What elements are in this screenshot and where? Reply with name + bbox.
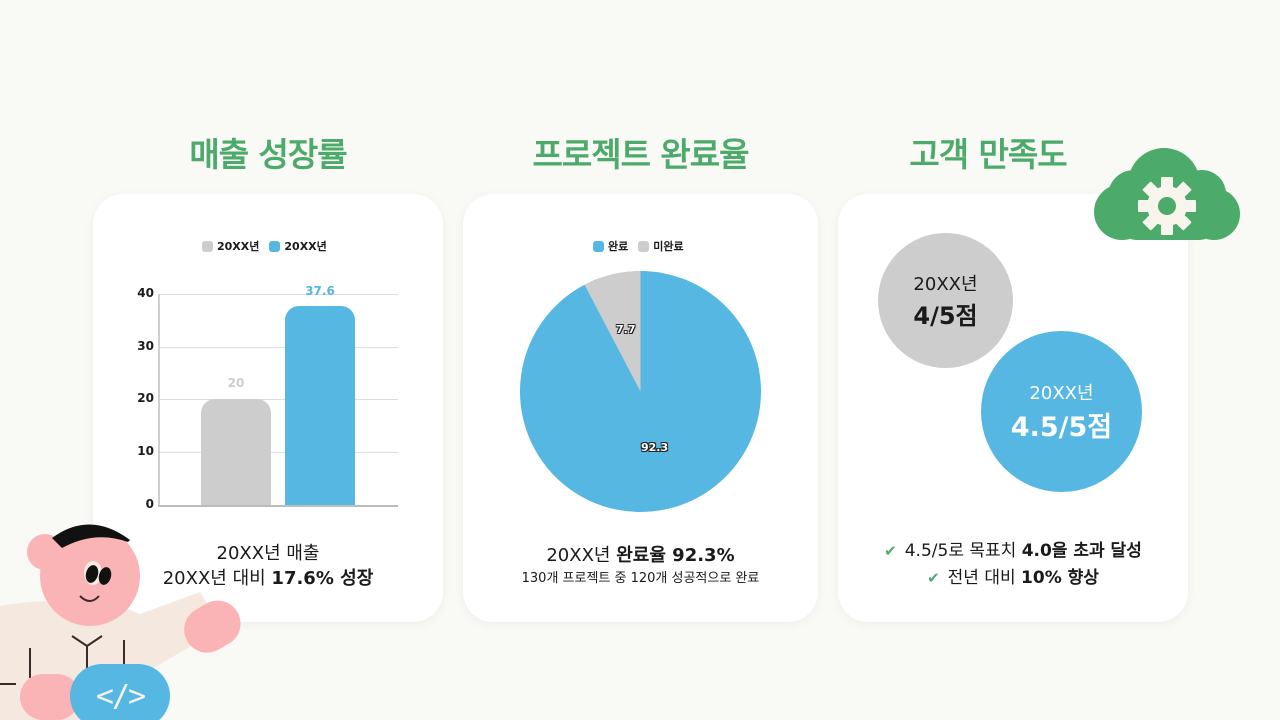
project-completion-title: 프로젝트 완료율 <box>532 135 749 174</box>
legend-swatch-blue <box>269 240 281 252</box>
satisfaction-curr-year-circle: 20XX년 4.5/5점 <box>981 331 1142 492</box>
legend-item-curr-year: 20XX년 <box>269 238 327 254</box>
pie-slice-incomplete <box>584 271 641 392</box>
check-icon: ✔ <box>884 542 897 560</box>
curr-year-score: 4.5/5점 <box>1010 412 1113 443</box>
y-axis <box>158 294 160 506</box>
bullet-text: 전년 대비 <box>947 568 1022 588</box>
revenue-caption: 20XX년 매출 20XX년 대비 17.6% 성장 <box>93 541 443 591</box>
pie-chart: 7.7 92.3 <box>520 271 761 512</box>
legend-swatch-gray <box>202 240 213 252</box>
y-tick: 30 <box>137 339 154 353</box>
revenue-growth-title: 매출 성장률 <box>189 135 347 174</box>
x-axis <box>158 505 398 507</box>
gridline <box>159 294 398 295</box>
caption-highlight: 완료율 92.3% <box>616 545 735 566</box>
prev-year-label: 20XX년 <box>913 274 978 295</box>
y-tick: 0 <box>145 497 154 511</box>
bullet-highlight: 10% 향상 <box>1021 568 1099 588</box>
satisfaction-bullets: ✔ 4.5/5로 목표치 4.0을 초과 달성 ✔ 전년 대비 10% 향상 <box>838 538 1188 592</box>
y-tick: 40 <box>137 286 154 300</box>
code-badge: </> <box>70 664 170 720</box>
satisfaction-bullet-1: ✔ 4.5/5로 목표치 4.0을 초과 달성 <box>838 538 1188 565</box>
bullet-highlight: 4.0을 초과 달성 <box>1021 541 1142 561</box>
legend-item-prev-year: 20XX년 <box>202 238 259 254</box>
legend-label: 완료 <box>608 240 629 253</box>
legend-label: 20XX년 <box>284 240 327 253</box>
y-tick: 10 <box>137 444 154 458</box>
bar-value-label: 20 <box>227 376 245 390</box>
code-icon: </> <box>95 678 146 714</box>
caption-highlight: 17.6% 성장 <box>271 568 374 589</box>
legend-label: 20XX년 <box>217 240 260 253</box>
legend-item-complete: 완료 <box>593 238 628 254</box>
legend-swatch-blue <box>593 240 604 252</box>
y-tick: 20 <box>137 391 154 405</box>
completion-caption-line2: 130개 프로젝트 중 120개 성공적으로 완료 <box>521 571 760 586</box>
pie-label-complete: 92.3 <box>641 441 669 454</box>
legend-swatch-gray <box>638 240 650 252</box>
bullet-text: 4.5/5로 목표치 <box>904 541 1022 561</box>
caption-text: 20XX년 <box>546 545 617 566</box>
legend-label: 미완료 <box>653 240 684 253</box>
cloud-gear-icon <box>1094 146 1240 244</box>
gridline <box>159 347 398 348</box>
check-icon: ✔ <box>927 569 940 587</box>
bar-chart-legend: 20XX년 20XX년 <box>202 238 327 254</box>
customer-satisfaction-title: 고객 만족도 <box>909 135 1067 174</box>
satisfaction-prev-year-circle: 20XX년 4/5점 <box>878 233 1013 368</box>
bar-prev-year <box>201 399 271 505</box>
bar-curr-year <box>285 306 355 505</box>
completion-caption-line1: 20XX년 완료율 92.3% <box>463 543 818 568</box>
bar-value-label: 37.6 <box>305 284 335 298</box>
revenue-caption-line2: 20XX년 대비 17.6% 성장 <box>93 566 443 591</box>
curr-year-label: 20XX년 <box>1029 383 1094 404</box>
gridline <box>159 452 398 453</box>
revenue-caption-line1: 20XX년 매출 <box>216 543 320 564</box>
pie-svg <box>520 271 761 512</box>
satisfaction-bullet-2: ✔ 전년 대비 10% 향상 <box>838 565 1188 592</box>
legend-item-incomplete: 미완료 <box>638 238 684 254</box>
pie-label-incomplete: 7.7 <box>616 323 636 336</box>
pie-chart-legend: 완료 미완료 <box>593 238 684 254</box>
gridline <box>159 399 398 400</box>
caption-text: 20XX년 대비 <box>162 568 272 589</box>
prev-year-score: 4/5점 <box>913 302 978 330</box>
completion-caption: 20XX년 완료율 92.3% 130개 프로젝트 중 120개 성공적으로 완… <box>463 543 818 590</box>
developer-character-illustration: </> <box>0 510 260 720</box>
